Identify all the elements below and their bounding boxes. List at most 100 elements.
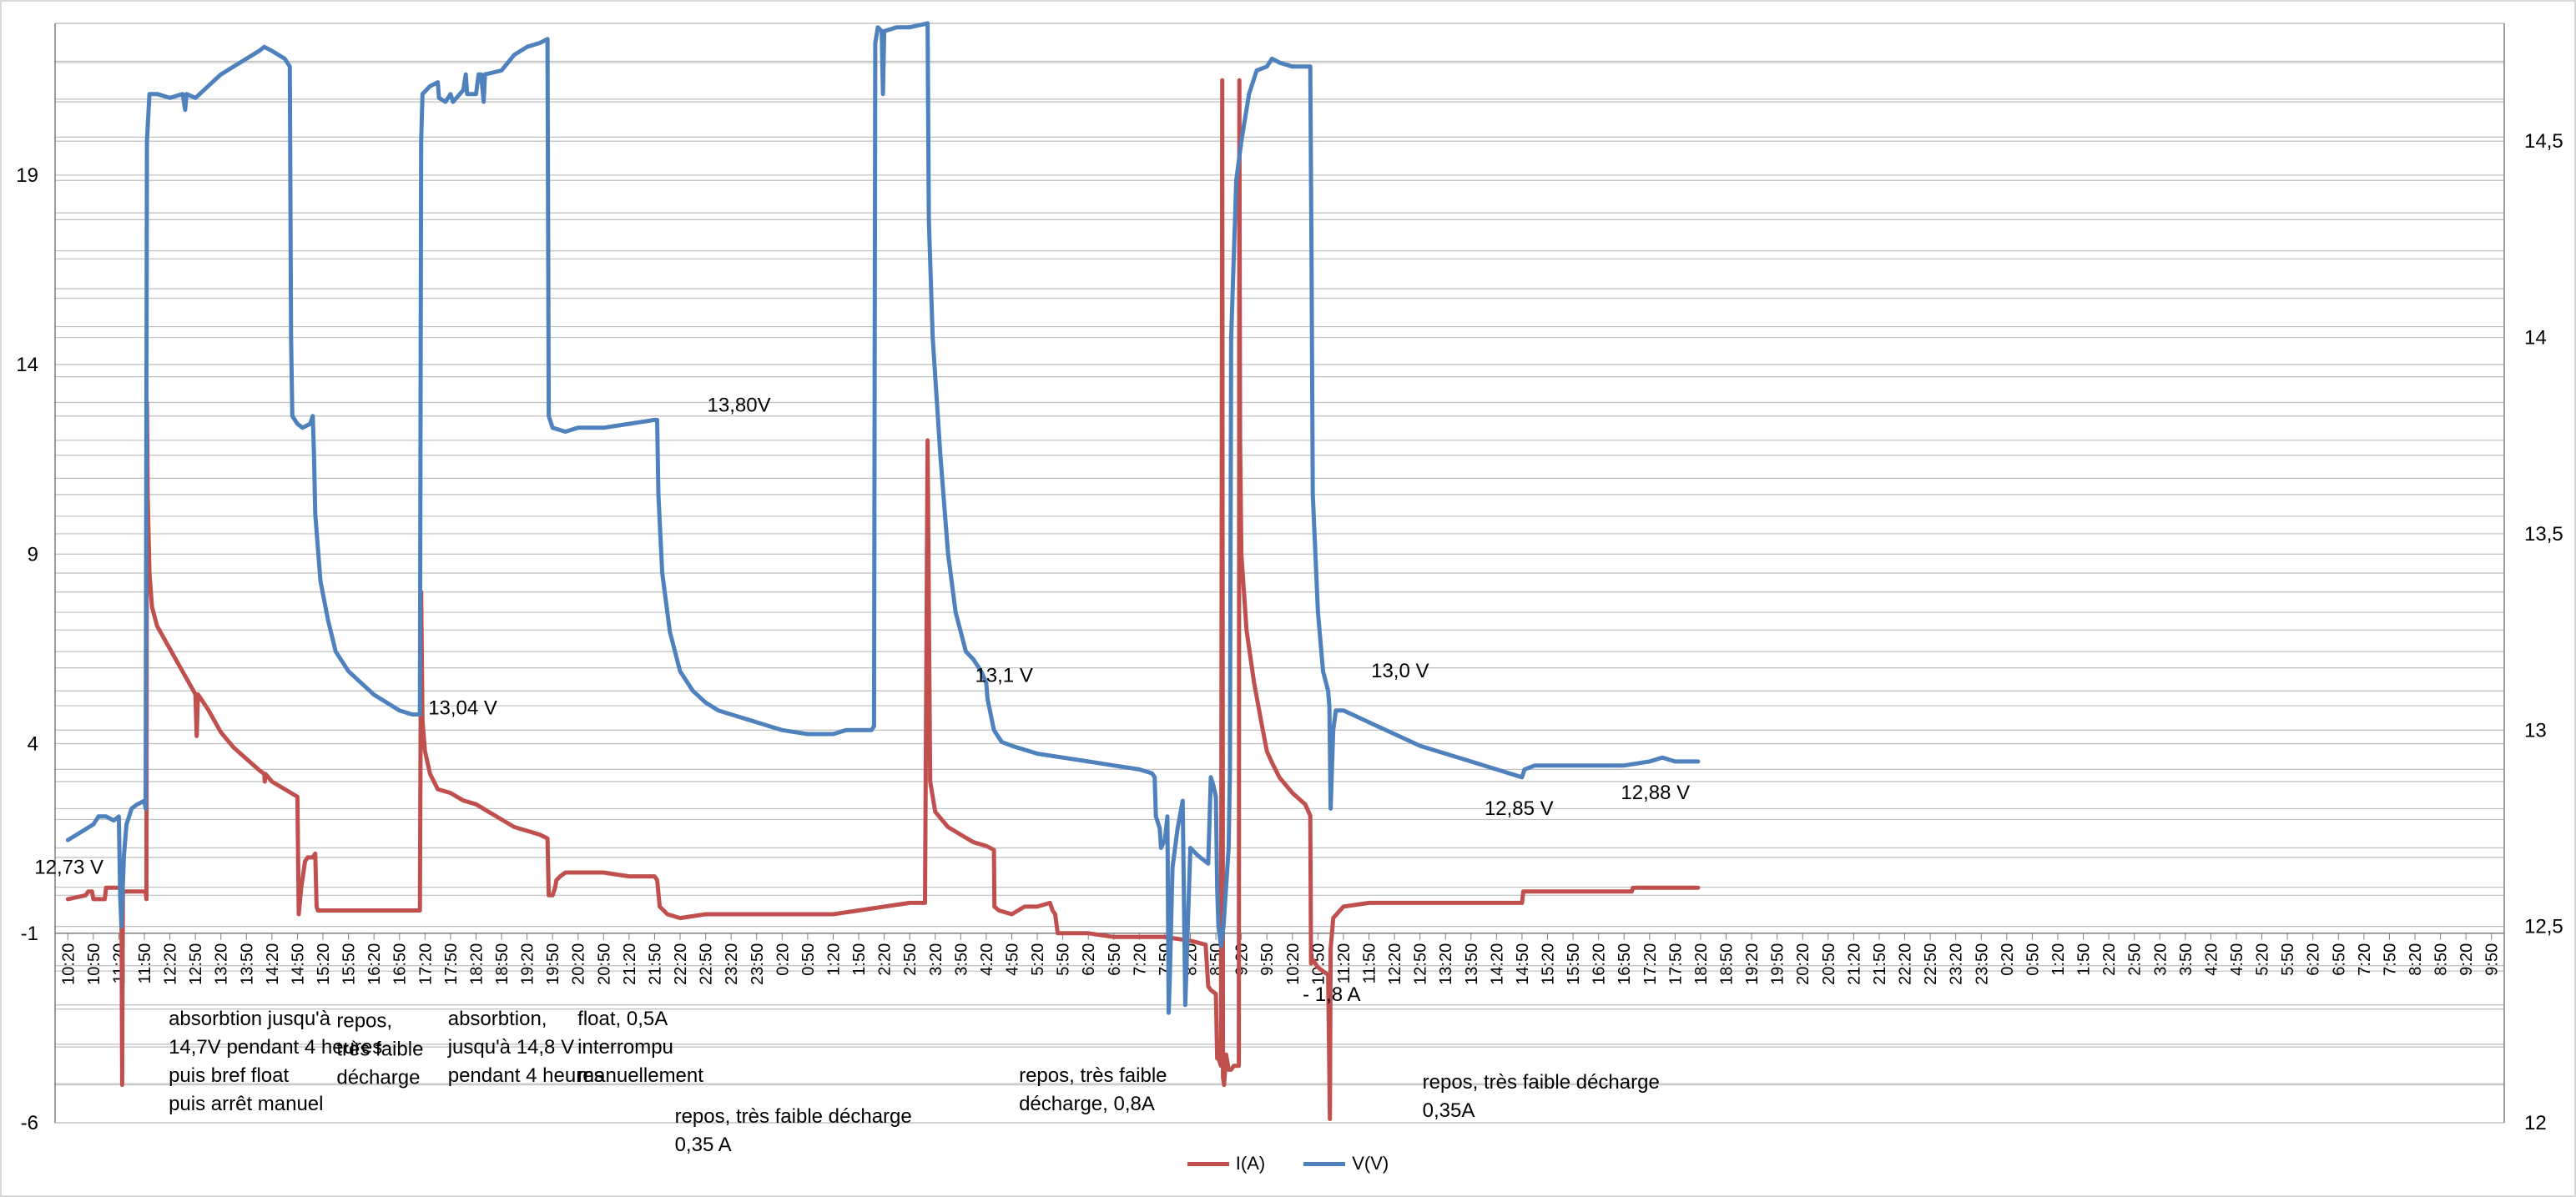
- x-tick-label: 5:50: [1055, 943, 1073, 976]
- x-tick-label: 20:20: [570, 943, 588, 985]
- x-tick-label: 14:50: [289, 943, 307, 985]
- x-tick-label: 5:20: [2254, 943, 2272, 976]
- data-label: 13,0 V: [1371, 660, 1429, 682]
- x-tick-label: 15:20: [1540, 943, 1558, 985]
- annotation-line: manuellement: [577, 1064, 703, 1087]
- annotation-line: puis arrêt manuel: [169, 1093, 323, 1115]
- x-tick-label: 16:20: [1590, 943, 1609, 985]
- series-line-voltage: [65, 21, 1701, 1015]
- x-tick-label: 23:20: [723, 943, 741, 985]
- legend-swatch-voltage: [1303, 1161, 1346, 1166]
- x-tick-label: 22:20: [1897, 943, 1915, 985]
- x-tick-label: 3:50: [2177, 943, 2195, 976]
- x-tick-label: 12:50: [187, 943, 205, 985]
- x-tick-label: 17:20: [416, 943, 435, 985]
- y-tick-label-right: 13,5: [2524, 523, 2563, 546]
- x-tick-label: 4:50: [2228, 943, 2246, 976]
- x-tick-label: 1:20: [824, 943, 843, 976]
- annotation-line: repos,: [336, 1009, 392, 1032]
- x-tick-label: 22:20: [672, 943, 690, 985]
- y-tick-label-left: 14: [16, 354, 38, 376]
- x-tick-label: 11:20: [1335, 943, 1354, 984]
- legend-item-current: I(A): [1187, 1153, 1265, 1174]
- x-tick-label: 16:50: [391, 943, 410, 985]
- x-tick-label: 2:20: [2100, 943, 2119, 976]
- annotation-line: float, 0,5A: [577, 1008, 668, 1030]
- x-tick-label: 3:20: [927, 943, 945, 976]
- x-tick-label: 20:50: [1820, 943, 1838, 985]
- gridlines: [55, 23, 2504, 1124]
- x-tick-label: 8:50: [2432, 943, 2451, 976]
- y-tick-label-left: 19: [16, 164, 38, 187]
- annotation-line: puis bref float: [169, 1064, 289, 1087]
- y-tick-label-right: 14: [2524, 327, 2547, 350]
- annotation-line: absorbtion jusqu'à: [169, 1008, 331, 1030]
- x-tick-label: 17:50: [1666, 943, 1685, 985]
- legend: I(A) V(V): [0, 1153, 2576, 1174]
- annotation-line: jusqu'à 14,8 V: [447, 1036, 574, 1059]
- x-tick-label: 1:50: [850, 943, 869, 976]
- x-tick-label: 18:20: [1692, 943, 1711, 985]
- x-tick-label: 3:50: [952, 943, 970, 976]
- annotation-line: décharge, 0,8A: [1019, 1093, 1155, 1115]
- x-tick-label: 12:20: [162, 943, 180, 985]
- x-tick-label: 0:20: [1999, 943, 2017, 976]
- data-label: - 1,8 A: [1303, 983, 1360, 1006]
- x-tick-label: 4:20: [2202, 943, 2221, 976]
- x-tick-label: 6:20: [2305, 943, 2323, 976]
- x-tick-label: 13:20: [1437, 943, 1455, 985]
- x-tick-label: 12:20: [1386, 943, 1404, 985]
- x-tick-label: 7:50: [2381, 943, 2399, 976]
- y-tick-label-right: 13: [2524, 719, 2547, 742]
- x-tick-label: 15:20: [315, 943, 333, 985]
- legend-item-voltage: V(V): [1303, 1153, 1389, 1174]
- legend-swatch-current: [1187, 1161, 1229, 1166]
- y-tick-label-right: 14,5: [2524, 130, 2563, 153]
- annotation-line: 14,7V pendant 4 heures: [169, 1036, 382, 1059]
- x-tick-label: 0:20: [774, 943, 792, 976]
- x-tick-label: 22:50: [698, 943, 716, 985]
- y-tick-label-left: 4: [28, 733, 38, 756]
- x-tick-label: 18:50: [1718, 943, 1737, 985]
- x-tick-label: 17:50: [442, 943, 461, 985]
- annotation-line: repos, très faible décharge: [675, 1105, 912, 1128]
- data-label: 12,85 V: [1485, 797, 1554, 820]
- x-tick-label: 6:50: [2330, 943, 2348, 976]
- annotation-line: pendant 4 heures: [448, 1064, 604, 1087]
- x-tick-label: 4:20: [978, 943, 996, 976]
- x-tick-label: 10:50: [1309, 943, 1328, 985]
- x-tick-label: 22:50: [1922, 943, 1940, 985]
- annotation-line: repos, très faible décharge: [1423, 1071, 1660, 1094]
- x-tick-label: 21:50: [1871, 943, 1889, 985]
- x-tick-label: 20:50: [595, 943, 613, 985]
- x-tick-label: 10:20: [59, 943, 78, 985]
- x-tick-label: 18:50: [493, 943, 512, 985]
- x-tick-label: 8:20: [2407, 943, 2425, 976]
- y-tick-label-right: 12: [2524, 1112, 2547, 1134]
- x-tick-label: 2:50: [901, 943, 920, 976]
- data-label: 12,88 V: [1621, 782, 1690, 804]
- x-tick-label: 4:50: [1003, 943, 1021, 976]
- x-tick-label: 1:50: [2075, 943, 2094, 976]
- x-tick-label: 13:50: [238, 943, 256, 985]
- annotation-line: repos, très faible: [1019, 1064, 1167, 1087]
- x-tick-label: 6:50: [1106, 943, 1124, 976]
- x-tick-label: 3:20: [2151, 943, 2170, 976]
- x-tick-label: 18:20: [467, 943, 486, 985]
- x-tick-label: 10:50: [85, 943, 103, 985]
- x-tick-label: 9:50: [1258, 943, 1277, 976]
- x-tick-label: 19:20: [519, 943, 537, 985]
- x-tick-label: 14:20: [1488, 943, 1506, 985]
- x-tick-label: 2:50: [2126, 943, 2145, 976]
- x-tick-label: 17:20: [1641, 943, 1660, 985]
- data-label: 13,1 V: [975, 665, 1032, 687]
- annotation-line: décharge: [336, 1066, 420, 1089]
- x-tick-label: 9:20: [2458, 943, 2476, 976]
- x-tick-label: 23:50: [1973, 943, 1991, 985]
- x-tick-label: 19:20: [1743, 943, 1762, 985]
- x-tick-label: 9:20: [1233, 943, 1252, 976]
- data-label: 13,04 V: [428, 697, 497, 719]
- y-tick-label-left: -6: [21, 1112, 38, 1134]
